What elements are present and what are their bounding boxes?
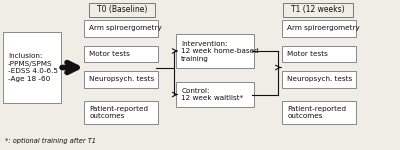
Text: T1 (12 weeks): T1 (12 weeks) [291,5,345,14]
Text: Control:
12 week waitlist*: Control: 12 week waitlist* [181,88,244,101]
Text: Arm spiroergometry: Arm spiroergometry [287,26,360,32]
Text: Motor tests: Motor tests [89,51,130,57]
FancyBboxPatch shape [282,46,356,62]
Text: Motor tests: Motor tests [287,51,328,57]
Text: T0 (Baseline): T0 (Baseline) [97,5,147,14]
Text: Inclusion:
-PPMS/SPMS
-EDSS 4.0-6.5
-Age 18 -60: Inclusion: -PPMS/SPMS -EDSS 4.0-6.5 -Age… [8,53,58,82]
Text: Neuropsych. tests: Neuropsych. tests [89,76,154,82]
Text: Intervention:
12 week home-based
training: Intervention: 12 week home-based trainin… [181,40,259,61]
FancyBboxPatch shape [89,3,155,16]
FancyBboxPatch shape [282,71,356,88]
FancyBboxPatch shape [176,34,254,68]
FancyBboxPatch shape [84,101,158,124]
Text: Patient-reported
outcomes: Patient-reported outcomes [89,106,148,119]
FancyBboxPatch shape [84,71,158,88]
FancyBboxPatch shape [176,82,254,107]
Text: Patient-reported
outcomes: Patient-reported outcomes [287,106,346,119]
Text: Arm spiroergometry: Arm spiroergometry [89,26,162,32]
FancyBboxPatch shape [84,46,158,62]
Text: Neuropsych. tests: Neuropsych. tests [287,76,352,82]
FancyBboxPatch shape [84,20,158,37]
FancyBboxPatch shape [282,101,356,124]
Text: *: optional training after T1: *: optional training after T1 [5,138,96,144]
FancyBboxPatch shape [282,20,356,37]
FancyBboxPatch shape [3,32,61,103]
FancyBboxPatch shape [283,3,353,16]
